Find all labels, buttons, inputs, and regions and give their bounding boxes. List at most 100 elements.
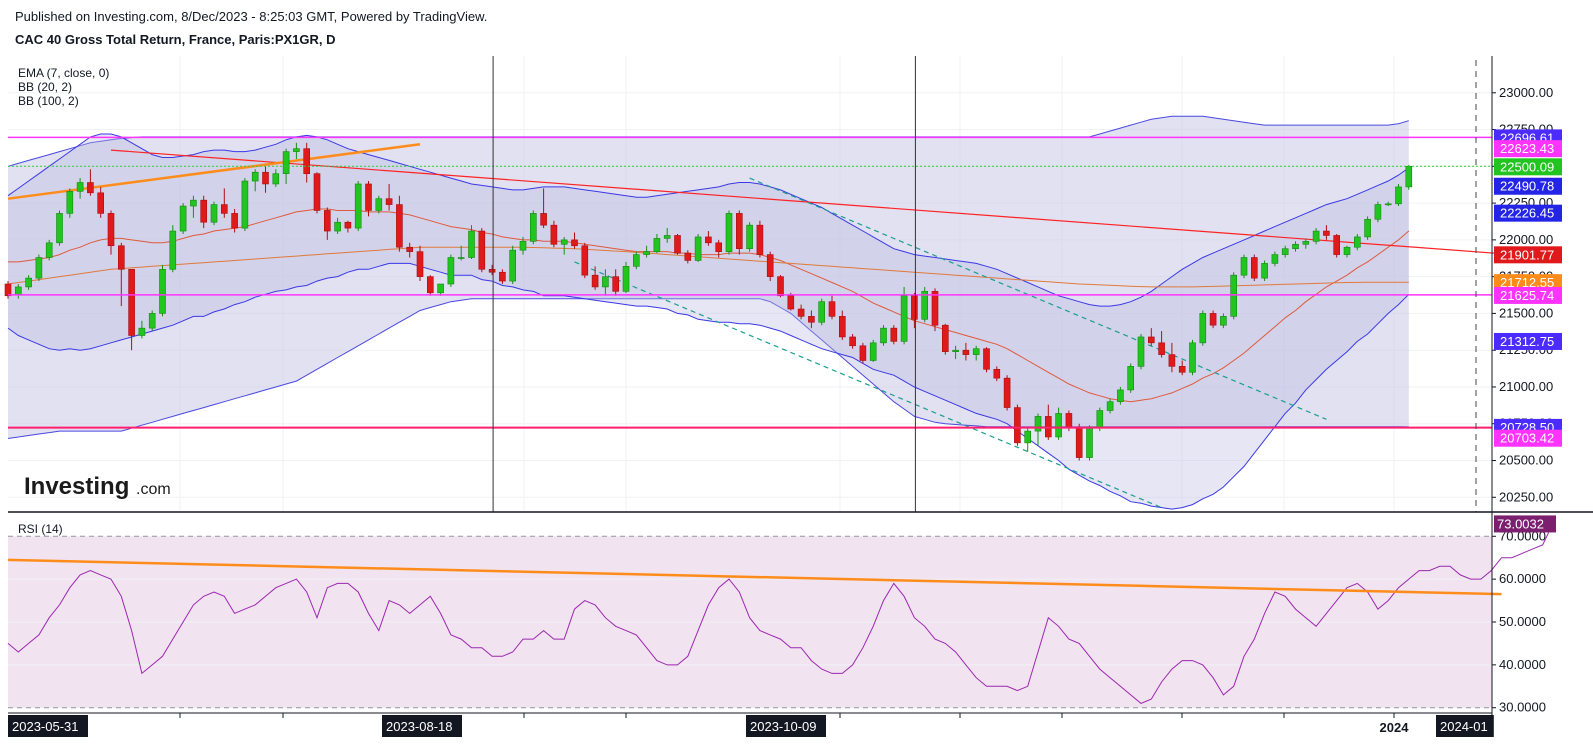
time-axis-date-box xyxy=(1436,715,1494,737)
candle-body xyxy=(653,238,661,252)
candle-body xyxy=(365,183,372,211)
indicator-legend[interactable]: EMA (7, close, 0)BB (20, 2)BB (100, 2) xyxy=(18,66,109,108)
candle-body xyxy=(931,291,939,326)
candle-body xyxy=(540,213,547,226)
horizontal-levels[interactable] xyxy=(8,136,1492,429)
rsi-axis-label: 60.0000 xyxy=(1499,571,1546,586)
time-axis-date-box xyxy=(8,715,88,737)
candle-body xyxy=(1117,389,1124,402)
candle-body xyxy=(426,276,434,294)
price-label-box xyxy=(1494,274,1562,292)
candle-body xyxy=(45,242,53,258)
time-axis-date-label: 2023-10-09 xyxy=(750,719,817,734)
candle-body xyxy=(694,236,702,261)
rsi-last-label-box xyxy=(1494,515,1556,533)
candle-body xyxy=(808,316,815,323)
candle-body xyxy=(375,198,383,211)
rsi-panel[interactable]: RSI (14) 70.000060.000050.000040.000030.… xyxy=(7,515,1556,715)
candle-body xyxy=(1106,401,1114,411)
candle-body xyxy=(251,171,259,182)
time-axis-date-label: 2023-08-18 xyxy=(386,719,453,734)
price-axis-label: 20500.00 xyxy=(1499,453,1553,468)
candle-body xyxy=(1405,166,1413,188)
logo-suffix: .com xyxy=(136,481,171,498)
price-labels: 22696.6122623.4322500.0922490.7822226.45… xyxy=(1494,129,1562,447)
candle-body xyxy=(1065,413,1073,429)
candle-body xyxy=(849,336,856,347)
candle-body xyxy=(35,257,43,279)
price-label-text: 22226.45 xyxy=(1500,206,1554,221)
trend-line-teal_lower xyxy=(574,261,1162,509)
candle-body xyxy=(87,182,94,194)
price-label-text: 21901.77 xyxy=(1500,247,1554,262)
candle-body xyxy=(323,210,331,232)
price-label-box xyxy=(1494,204,1562,222)
candle-body xyxy=(1199,313,1207,344)
price-label-text: 20703.42 xyxy=(1500,431,1554,446)
candle-body xyxy=(818,301,826,323)
time-axis-date-label: 2024-01 xyxy=(1440,719,1488,734)
price-label-text: 22490.78 xyxy=(1500,179,1554,194)
candle-body xyxy=(787,295,795,310)
chart-canvas[interactable]: EMA (7, close, 0)BB (20, 2)BB (100, 2) I… xyxy=(0,52,1593,754)
candle-body xyxy=(571,239,578,247)
indicator-legend-item: EMA (7, close, 0) xyxy=(18,66,109,80)
candle-body xyxy=(138,327,146,336)
candle-body xyxy=(663,235,671,239)
price-label-text: 21312.75 xyxy=(1500,334,1554,349)
candle-body xyxy=(632,254,640,267)
price-label-box xyxy=(1494,429,1562,447)
candle-body xyxy=(210,204,218,223)
candle-body xyxy=(159,268,166,314)
candle-body xyxy=(529,213,537,242)
candle-body xyxy=(457,257,465,259)
price-axis-label: 23000.00 xyxy=(1499,85,1553,100)
candle-body xyxy=(838,316,846,338)
bb100-basis-line xyxy=(7,246,1409,288)
candle-body xyxy=(4,283,12,297)
candle-body xyxy=(869,342,877,361)
rsi-axis[interactable]: 70.000060.000050.000040.000030.000073.00… xyxy=(1492,515,1556,715)
indicator-legend-item: BB (20, 2) xyxy=(18,80,72,94)
candle-body xyxy=(272,173,280,185)
candle-body xyxy=(313,173,321,211)
candle-body xyxy=(890,327,898,342)
candle-body xyxy=(1354,236,1361,248)
published-caption: Published on Investing.com, 8/Dec/2023 -… xyxy=(15,9,488,24)
candle-body xyxy=(1343,246,1351,255)
rsi-trend-line[interactable] xyxy=(7,558,1502,596)
price-axis-label: 21500.00 xyxy=(1499,305,1553,320)
candle-body xyxy=(921,291,929,320)
candle-body xyxy=(1364,218,1371,238)
price-panel[interactable]: EMA (7, close, 0)BB (20, 2)BB (100, 2) I… xyxy=(4,56,1562,512)
candle-body xyxy=(643,251,650,255)
candle-body xyxy=(1024,430,1031,444)
candle-body xyxy=(179,205,187,232)
price-label-text: 21625.74 xyxy=(1500,288,1554,303)
candle-body xyxy=(684,252,692,261)
rsi-axis-label: 30.0000 xyxy=(1499,700,1546,715)
candle-body xyxy=(581,245,589,276)
candle-body xyxy=(1137,336,1145,367)
price-axis-label: 22000.00 xyxy=(1499,232,1553,247)
candle-body xyxy=(148,313,156,329)
rsi-grid xyxy=(8,535,1492,709)
candle-body xyxy=(1395,186,1402,205)
candle-body xyxy=(1220,316,1227,326)
candle-body xyxy=(282,151,290,174)
candle-body xyxy=(735,213,743,249)
candle-body xyxy=(344,221,352,229)
candle-body xyxy=(941,324,949,352)
vertical-markers[interactable] xyxy=(492,56,916,512)
candle-body xyxy=(478,230,486,270)
logo-main: Investing xyxy=(24,473,129,500)
price-label-box xyxy=(1494,177,1562,195)
price-label-box xyxy=(1494,332,1562,350)
trend-lines[interactable] xyxy=(7,143,1554,509)
candle-body xyxy=(488,268,496,273)
time-axis[interactable]: 2024 2023-05-31 2023-08-18 2023-10-09 2024-0… xyxy=(8,713,1494,737)
candle-body xyxy=(437,283,444,294)
candle-body xyxy=(715,242,723,252)
candle-body xyxy=(1168,354,1176,367)
time-axis-date-box xyxy=(382,715,462,737)
